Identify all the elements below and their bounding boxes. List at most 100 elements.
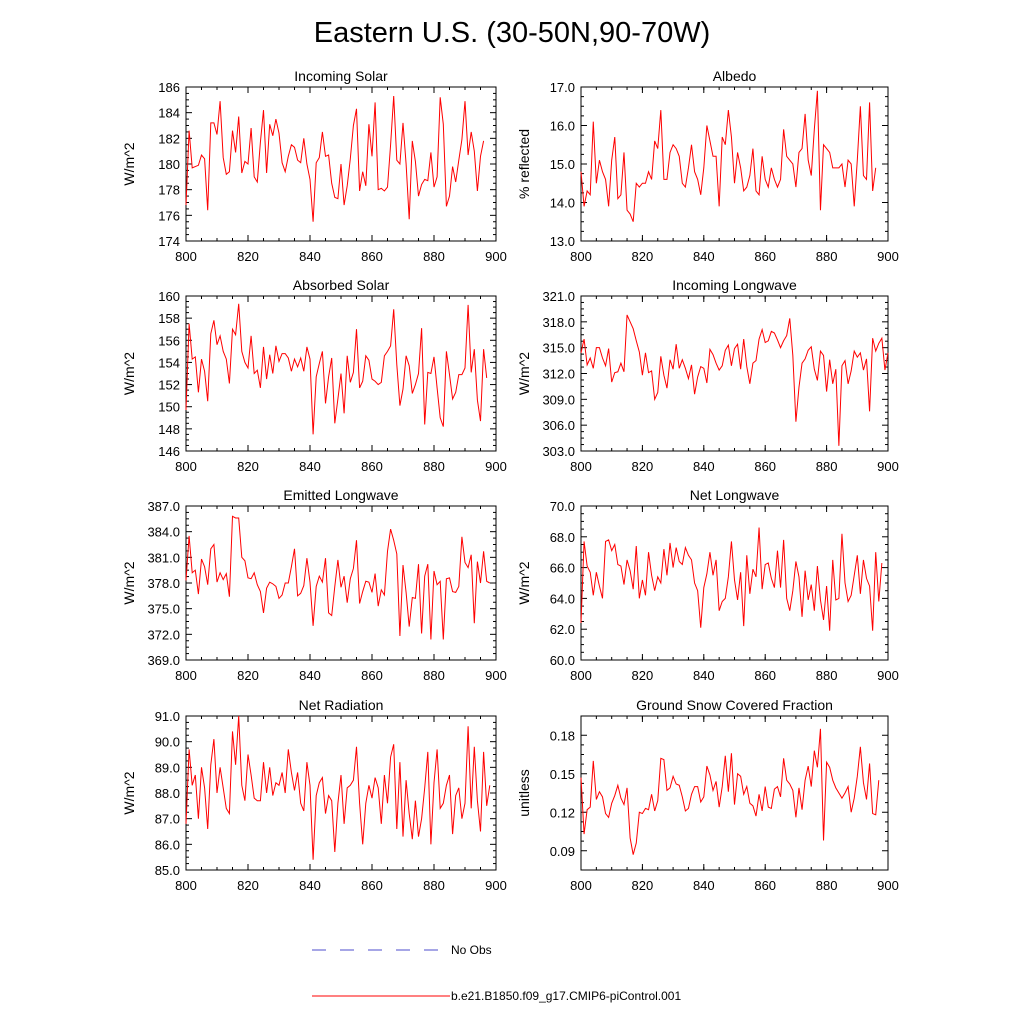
y-tick-label: 91.0 xyxy=(155,709,180,724)
panel-title: Albedo xyxy=(713,68,757,84)
x-tick-label: 900 xyxy=(485,249,507,264)
x-tick-label: 860 xyxy=(754,459,776,474)
y-tick-label: 68.0 xyxy=(550,530,575,545)
x-tick-label: 840 xyxy=(693,668,715,683)
x-tick-label: 820 xyxy=(237,668,259,683)
y-tick-label: 70.0 xyxy=(550,499,575,514)
y-tick-label: 156 xyxy=(158,333,180,348)
x-tick-label: 800 xyxy=(175,668,197,683)
x-tick-label: 860 xyxy=(361,249,383,264)
x-tick-label: 900 xyxy=(877,459,899,474)
y-tick-label: 152 xyxy=(158,378,180,393)
x-tick-label: 880 xyxy=(423,249,445,264)
y-tick-label: 381.0 xyxy=(147,550,180,565)
y-tick-label: 180 xyxy=(158,157,180,172)
series-line-model xyxy=(580,728,880,855)
y-axis-label: % reflected xyxy=(516,129,532,199)
series-line-model xyxy=(185,303,488,435)
y-tick-label: 13.0 xyxy=(550,234,575,249)
x-tick-label: 840 xyxy=(299,249,321,264)
x-tick-label: 860 xyxy=(754,249,776,264)
x-tick-label: 880 xyxy=(816,668,838,683)
panel-emitted-longwave: Emitted Longwave W/m^2 800 820 840 860 880 900 3… xyxy=(121,487,507,683)
series-line-model xyxy=(185,515,491,640)
x-tick-label: 840 xyxy=(693,878,715,893)
series-line-model xyxy=(185,95,485,222)
y-tick-label: 88.0 xyxy=(155,786,180,801)
y-tick-label: 176 xyxy=(158,208,180,223)
series-line-model xyxy=(580,90,877,222)
y-axis-label: unitless xyxy=(516,769,532,816)
y-axis-label: W/m^2 xyxy=(121,142,137,185)
y-axis-label: W/m^2 xyxy=(121,561,137,604)
x-tick-label: 840 xyxy=(299,878,321,893)
x-tick-label: 880 xyxy=(423,668,445,683)
x-tick-label: 800 xyxy=(175,878,197,893)
x-tick-label: 860 xyxy=(361,459,383,474)
x-tick-label: 800 xyxy=(570,249,592,264)
panel-incoming-longwave: Incoming Longwave W/m^2 800 820 840 860 880 900… xyxy=(516,277,899,474)
y-axis-label: W/m^2 xyxy=(121,352,137,395)
y-tick-label: 15.0 xyxy=(550,157,575,172)
panel-title: Net Radiation xyxy=(299,697,384,713)
y-tick-label: 158 xyxy=(158,311,180,326)
y-tick-label: 306.0 xyxy=(542,418,575,433)
x-tick-label: 860 xyxy=(361,668,383,683)
x-tick-label: 880 xyxy=(423,878,445,893)
panel-absorbed-solar: Absorbed Solar W/m^2 800 820 840 860 880 900 146… xyxy=(121,277,507,474)
legend-label-no-obs: No Obs xyxy=(451,943,492,957)
x-tick-label: 900 xyxy=(877,668,899,683)
y-axis-label: W/m^2 xyxy=(516,352,532,395)
y-tick-label: 89.0 xyxy=(155,760,180,775)
panel-net-radiation: Net Radiation W/m^2 800 820 840 860 880 900 85.0… xyxy=(121,697,507,893)
y-tick-label: 384.0 xyxy=(147,525,180,540)
legend: No Obs b.e21.B1850.f09_g17.CMIP6-piContr… xyxy=(312,943,681,1003)
x-tick-label: 880 xyxy=(816,459,838,474)
panel-title: Net Longwave xyxy=(690,487,780,503)
y-tick-label: 148 xyxy=(158,422,180,437)
y-tick-label: 17.0 xyxy=(550,80,575,95)
y-tick-label: 372.0 xyxy=(147,627,180,642)
x-tick-label: 820 xyxy=(237,249,259,264)
panel-albedo: Albedo % reflected 800 820 840 860 880 900 13.0 1… xyxy=(516,68,899,264)
x-tick-label: 900 xyxy=(485,668,507,683)
x-tick-label: 800 xyxy=(175,249,197,264)
x-tick-label: 840 xyxy=(299,459,321,474)
x-tick-label: 900 xyxy=(877,878,899,893)
y-tick-label: 87.0 xyxy=(155,812,180,827)
y-tick-label: 0.09 xyxy=(550,844,575,859)
chart-panels: Incoming Solar W/m^2 800 820 840 860 880 900 174… xyxy=(121,68,899,893)
x-tick-label: 820 xyxy=(237,459,259,474)
y-tick-label: 375.0 xyxy=(147,602,180,617)
y-tick-label: 184 xyxy=(158,106,180,121)
main-title: Eastern U.S. (30-50N,90-70W) xyxy=(314,17,710,49)
y-tick-label: 178 xyxy=(158,183,180,198)
x-tick-label: 880 xyxy=(816,249,838,264)
x-tick-label: 820 xyxy=(632,878,654,893)
y-tick-label: 321.0 xyxy=(542,289,575,304)
panel-title: Emitted Longwave xyxy=(283,487,398,503)
y-tick-label: 309.0 xyxy=(542,392,575,407)
y-tick-label: 60.0 xyxy=(550,653,575,668)
x-tick-label: 820 xyxy=(632,249,654,264)
y-tick-label: 387.0 xyxy=(147,499,180,514)
y-tick-label: 90.0 xyxy=(155,735,180,750)
y-tick-label: 66.0 xyxy=(550,561,575,576)
x-tick-label: 900 xyxy=(485,459,507,474)
x-tick-label: 840 xyxy=(693,459,715,474)
y-tick-label: 16.0 xyxy=(550,119,575,134)
x-tick-label: 800 xyxy=(570,668,592,683)
y-tick-label: 154 xyxy=(158,355,180,370)
y-tick-label: 160 xyxy=(158,289,180,304)
y-tick-label: 378.0 xyxy=(147,576,180,591)
y-tick-label: 150 xyxy=(158,400,180,415)
y-tick-label: 0.15 xyxy=(550,767,575,782)
panel-net-longwave: Net Longwave W/m^2 800 820 840 860 880 900 60.0 6… xyxy=(516,487,899,683)
y-axis-label: W/m^2 xyxy=(121,771,137,814)
panel-title: Incoming Longwave xyxy=(672,277,797,293)
x-tick-label: 860 xyxy=(754,668,776,683)
y-tick-label: 312.0 xyxy=(542,367,575,382)
panel-title: Incoming Solar xyxy=(294,68,388,84)
x-tick-label: 820 xyxy=(237,878,259,893)
